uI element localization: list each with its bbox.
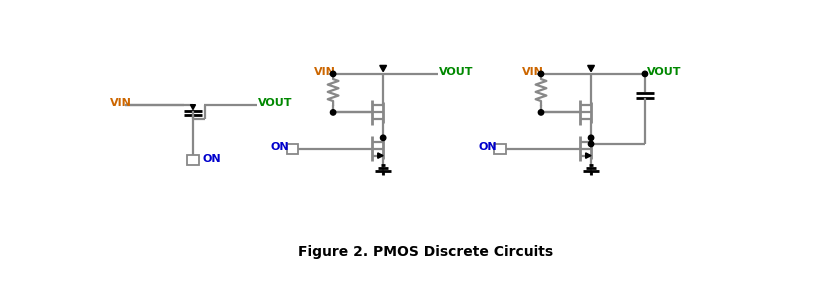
Text: Figure 2. PMOS Discrete Circuits: Figure 2. PMOS Discrete Circuits xyxy=(298,245,553,259)
Circle shape xyxy=(331,110,336,115)
Text: ON: ON xyxy=(271,142,289,152)
Text: VIN: VIN xyxy=(110,98,131,108)
Circle shape xyxy=(331,71,336,77)
Polygon shape xyxy=(380,65,386,72)
Circle shape xyxy=(381,135,386,140)
Polygon shape xyxy=(378,153,383,158)
Bar xyxy=(287,144,298,154)
Text: VIN: VIN xyxy=(314,67,336,77)
Text: ON: ON xyxy=(479,142,497,152)
Bar xyxy=(494,144,506,154)
Circle shape xyxy=(588,141,593,147)
Circle shape xyxy=(588,135,593,140)
Text: VIN: VIN xyxy=(522,67,543,77)
Bar xyxy=(187,155,199,165)
Text: ON: ON xyxy=(202,154,221,164)
Text: VOUT: VOUT xyxy=(440,67,474,77)
Polygon shape xyxy=(588,65,594,72)
Polygon shape xyxy=(586,153,591,158)
Text: VOUT: VOUT xyxy=(647,67,681,77)
Circle shape xyxy=(538,71,543,77)
Circle shape xyxy=(642,71,647,77)
Circle shape xyxy=(538,110,543,115)
Polygon shape xyxy=(190,105,195,109)
Text: VOUT: VOUT xyxy=(258,98,293,108)
